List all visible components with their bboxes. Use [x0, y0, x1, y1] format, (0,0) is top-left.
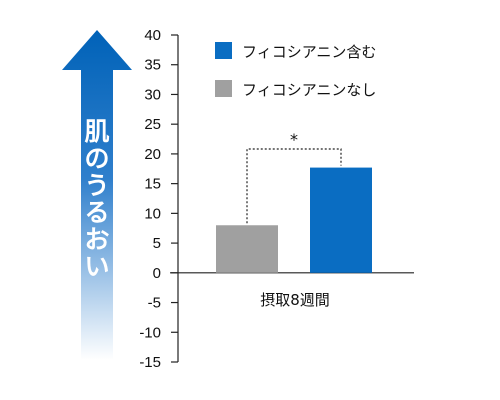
- legend-swatch-with: [215, 42, 232, 59]
- bar-without: [216, 225, 278, 273]
- legend-label-with: フィコシアニン含む: [242, 43, 376, 61]
- y-tick-label: 10: [144, 205, 161, 222]
- bar-with: [310, 167, 372, 273]
- y-tick-label: 35: [144, 57, 161, 74]
- legend-swatch-without: [215, 80, 232, 97]
- y-tick-label: -5: [148, 295, 161, 312]
- y-axis-label: 肌のうるおい: [84, 117, 109, 281]
- y-tick-label: 20: [144, 146, 161, 163]
- y-tick-label: 0: [153, 265, 161, 282]
- y-tick-label: 25: [144, 116, 161, 133]
- y-tick-label: -15: [139, 354, 161, 371]
- significance-mark: *: [290, 130, 298, 149]
- y-ticks: 40 35 30 25 20 15 10 5 0 -5 -10 -15: [139, 27, 178, 371]
- y-tick-label: 40: [144, 27, 161, 44]
- y-tick-label: 5: [153, 235, 161, 252]
- category-label: 摂取8週間: [260, 291, 330, 309]
- y-tick-label: 30: [144, 86, 161, 103]
- up-arrow-icon: [62, 30, 132, 360]
- y-tick-label: -10: [139, 324, 161, 341]
- legend: フィコシアニン含む フィコシアニンなし: [215, 42, 376, 99]
- significance-bracket: [246, 148, 342, 224]
- bars: [216, 167, 372, 273]
- y-tick-label: 15: [144, 176, 161, 193]
- legend-label-without: フィコシアニンなし: [242, 81, 376, 99]
